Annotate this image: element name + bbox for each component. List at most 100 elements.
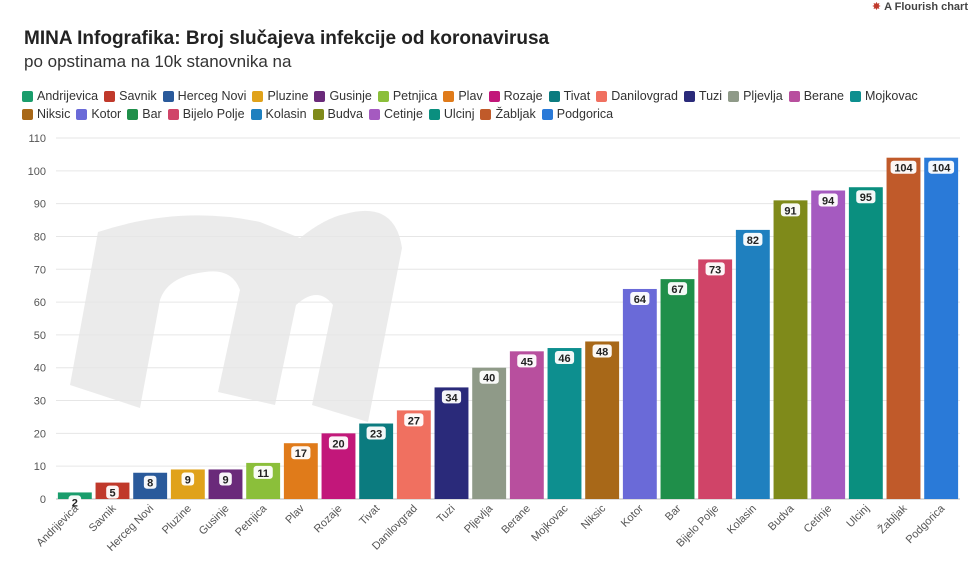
legend-swatch <box>788 90 800 102</box>
legend-label: Plav <box>458 89 483 103</box>
legend-swatch <box>312 108 324 120</box>
legend-item[interactable]: Gusinje <box>314 88 372 104</box>
data-label: 5 <box>109 488 115 500</box>
legend-item[interactable]: Budva <box>312 106 363 122</box>
legend-swatch <box>480 108 492 120</box>
legend-item[interactable]: Plav <box>443 88 483 104</box>
legend-label: Podgorica <box>556 107 614 121</box>
data-label: 45 <box>521 356 533 368</box>
y-tick-label: 20 <box>34 428 46 440</box>
legend-item[interactable]: Berane <box>788 88 844 104</box>
x-tick-label: Mojkovac <box>529 502 571 544</box>
bar <box>924 157 959 499</box>
watermark-logo <box>70 210 402 422</box>
x-tick-label: Bar <box>663 502 684 523</box>
legend-swatch <box>252 90 264 102</box>
legend-item[interactable]: Pljevlja <box>728 88 783 104</box>
legend-swatch <box>368 108 380 120</box>
data-label: 17 <box>295 448 307 460</box>
legend-label: Bar <box>142 107 162 121</box>
data-label: 94 <box>822 196 835 208</box>
legend-item[interactable]: Mojkovac <box>850 88 918 104</box>
legend-item[interactable]: Niksic <box>22 106 70 122</box>
x-tick-label: Tuzi <box>435 503 458 526</box>
y-tick-label: 80 <box>34 231 46 243</box>
data-label: 104 <box>894 163 913 175</box>
data-label: 8 <box>147 478 153 490</box>
data-label-bg <box>890 160 917 174</box>
y-tick-label: 50 <box>34 330 46 342</box>
legend-label: Rozaje <box>503 89 543 103</box>
legend-item[interactable]: Tuzi <box>683 88 723 104</box>
legend-label: Tuzi <box>698 89 723 103</box>
legend-item[interactable]: Žabljak <box>480 106 536 122</box>
legend-label: Petnjica <box>392 89 438 103</box>
bar <box>472 367 507 499</box>
data-label: 9 <box>222 474 228 486</box>
legend-item[interactable]: Pluzine <box>252 88 308 104</box>
chart-title: MINA Infografika: Broj slučajeva infekci… <box>24 28 550 49</box>
legend-item[interactable]: Danilovgrad <box>596 88 678 104</box>
legend-label: Ulcinj <box>443 107 475 121</box>
data-label: 34 <box>445 392 458 404</box>
bar <box>434 387 469 499</box>
bar <box>622 288 657 499</box>
data-label-bg <box>181 472 195 486</box>
data-label: 9 <box>185 474 191 486</box>
data-label-bg <box>479 370 499 384</box>
data-label-bg <box>818 193 838 207</box>
x-tick-label: Berane <box>499 503 533 537</box>
data-label-bg <box>328 436 349 450</box>
data-label: 95 <box>860 192 872 204</box>
legend-item[interactable]: Kolasin <box>250 106 307 122</box>
legend-item[interactable]: Bar <box>127 106 162 122</box>
legend-item[interactable]: Petnjica <box>377 88 438 104</box>
legend-label: Andrijevica <box>37 89 99 103</box>
legend-label: Herceg Novi <box>177 89 247 103</box>
y-tick-label: 30 <box>34 396 46 408</box>
legend-swatch <box>548 90 560 102</box>
legend-label: Kolasin <box>265 107 307 121</box>
data-label-bg <box>219 472 232 486</box>
bar <box>698 259 733 499</box>
bar <box>773 200 808 499</box>
legend-label: Gusinje <box>329 89 372 103</box>
legend-item[interactable]: Cetinje <box>368 106 423 122</box>
legend-item[interactable]: Rozaje <box>488 88 543 104</box>
legend-swatch <box>162 90 174 102</box>
data-label-bg <box>856 190 876 204</box>
legend-item[interactable]: Savnik <box>104 88 157 104</box>
data-label-bg <box>404 413 424 427</box>
legend-item[interactable]: Tivat <box>548 88 590 104</box>
legend-item[interactable]: Ulcinj <box>428 106 475 122</box>
legend-label: Danilovgrad <box>611 89 678 103</box>
legend-swatch <box>850 90 861 102</box>
data-label-bg <box>253 465 273 479</box>
legend-label: Pljevlja <box>743 89 783 103</box>
y-tick-label: 70 <box>34 264 46 276</box>
bar <box>735 229 770 499</box>
bar <box>585 341 620 499</box>
data-label-bg <box>705 262 725 276</box>
data-label-bg <box>592 344 612 358</box>
data-label: 48 <box>596 346 608 358</box>
x-tick-label: Kotor <box>619 502 646 529</box>
legend-label: Žabljak <box>495 107 536 121</box>
legend-item[interactable]: Herceg Novi <box>162 88 247 104</box>
data-label-bg <box>106 485 119 499</box>
x-tick-label: Niksic <box>579 502 609 532</box>
data-label-bg <box>68 495 82 509</box>
legend-item[interactable]: Podgorica <box>541 106 614 122</box>
legend-item[interactable]: Andrijevica <box>22 88 98 104</box>
flourish-credit[interactable]: ✸ A Flourish chart <box>872 0 968 14</box>
legend-item[interactable]: Bijelo Polje <box>167 106 245 122</box>
data-label: 46 <box>558 353 570 365</box>
x-tick-label: Podgorica <box>904 502 948 546</box>
legend-label: Bijelo Polje <box>182 107 245 121</box>
x-tick-label: Pljevlja <box>462 502 496 536</box>
bar <box>547 348 582 499</box>
data-label-bg <box>554 351 575 365</box>
x-tick-label: Kolasin <box>725 503 759 537</box>
legend-item[interactable]: Kotor <box>76 106 121 122</box>
